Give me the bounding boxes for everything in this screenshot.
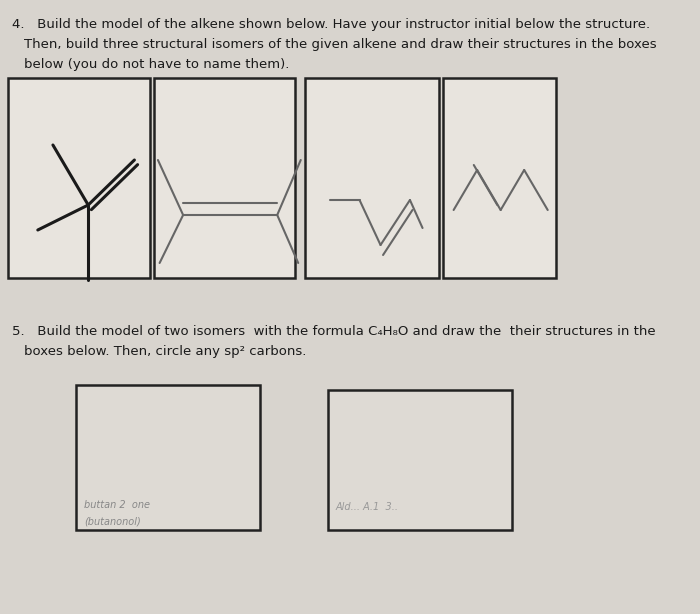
Text: 4.   Build the model of the alkene shown below. Have your instructor initial bel: 4. Build the model of the alkene shown b…	[12, 18, 650, 31]
Text: buttan 2  one: buttan 2 one	[84, 500, 150, 510]
Bar	[442, 78, 556, 278]
Text: 5.   Build the model of two isomers  with the formula C₄H₈O and draw the  their : 5. Build the model of two isomers with t…	[12, 325, 655, 338]
Text: boxes below. Then, circle any sp² carbons.: boxes below. Then, circle any sp² carbon…	[24, 345, 306, 358]
Text: (butanonol): (butanonol)	[84, 516, 141, 526]
Bar	[76, 385, 260, 530]
Text: below (you do not have to name them).: below (you do not have to name them).	[24, 58, 289, 71]
Text: Ald... A.1  3..: Ald... A.1 3..	[336, 502, 399, 512]
Bar	[328, 390, 512, 530]
Bar	[154, 78, 295, 278]
Bar	[305, 78, 440, 278]
Bar	[8, 78, 150, 278]
Text: Then, build three structural isomers of the given alkene and draw their structur: Then, build three structural isomers of …	[24, 38, 656, 51]
